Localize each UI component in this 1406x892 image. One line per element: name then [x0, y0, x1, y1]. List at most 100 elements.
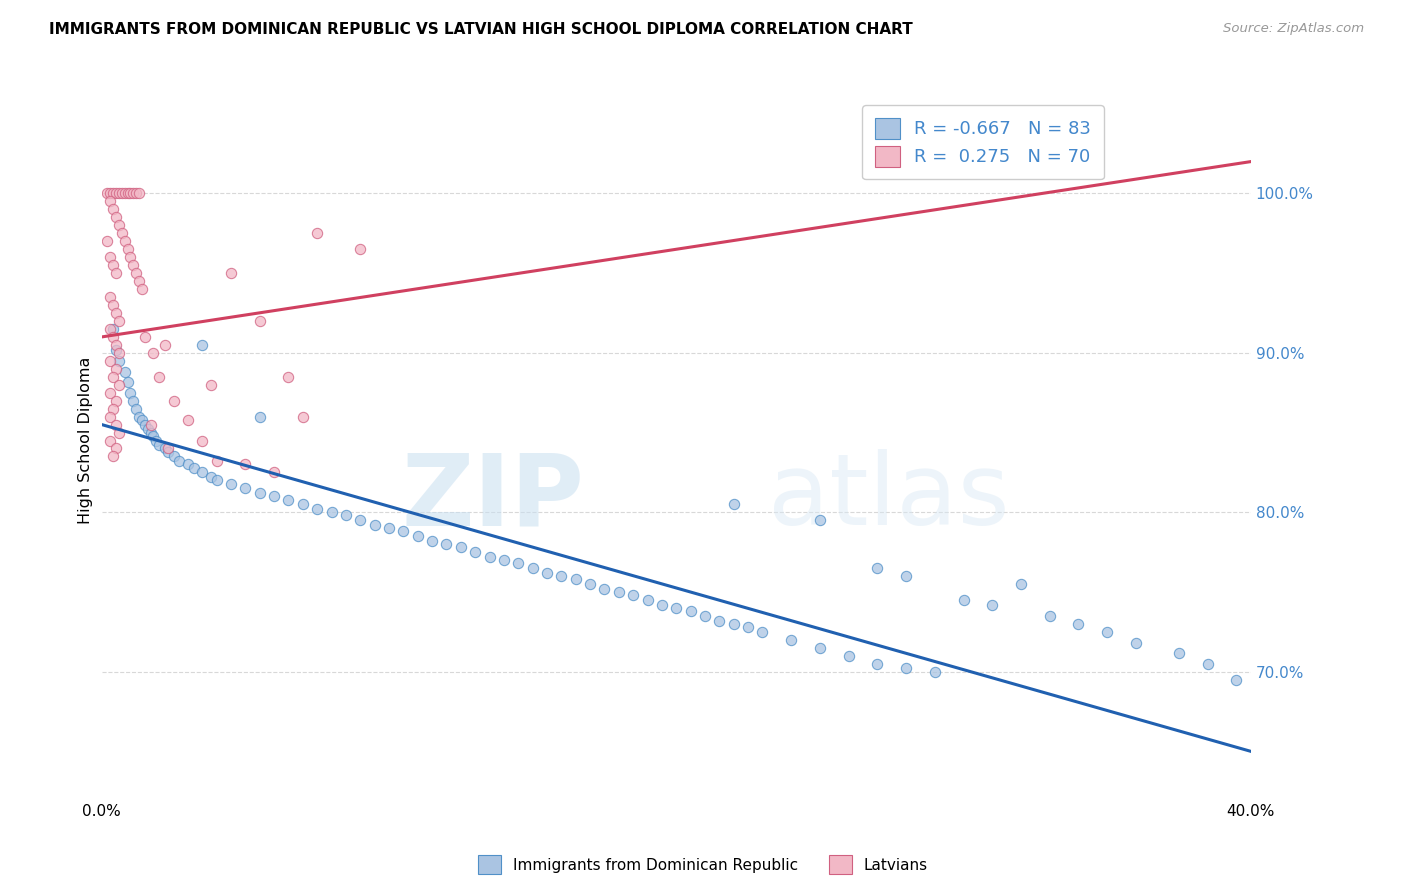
Point — [105, 306, 128, 320]
Point — [177, 458, 200, 472]
Point — [579, 577, 602, 591]
Point — [464, 545, 486, 559]
Point — [105, 338, 128, 352]
Point — [156, 444, 179, 458]
Point — [307, 227, 329, 241]
Point — [117, 242, 139, 256]
Point — [177, 413, 200, 427]
Point — [103, 450, 125, 464]
Point — [128, 274, 150, 288]
Point — [103, 401, 125, 416]
Point — [105, 417, 128, 432]
Point — [679, 604, 702, 618]
Point — [128, 186, 150, 201]
Point — [924, 665, 946, 679]
Point — [103, 202, 125, 217]
Point — [420, 533, 443, 548]
Point — [219, 476, 242, 491]
Point — [114, 365, 136, 379]
Point — [108, 346, 131, 360]
Point — [120, 250, 142, 264]
Point — [103, 258, 125, 272]
Point — [508, 556, 530, 570]
Point — [277, 369, 299, 384]
Point — [191, 338, 214, 352]
Point — [866, 657, 889, 671]
Point — [1039, 608, 1062, 623]
Point — [103, 298, 125, 312]
Point — [349, 513, 371, 527]
Point — [349, 242, 371, 256]
Point — [111, 227, 134, 241]
Point — [200, 470, 222, 484]
Point — [277, 492, 299, 507]
Point — [235, 481, 257, 495]
Point — [1168, 646, 1191, 660]
Point — [98, 194, 121, 209]
Point — [148, 369, 170, 384]
Point — [156, 442, 179, 456]
Point — [205, 454, 228, 468]
Point — [378, 521, 401, 535]
Point — [1010, 577, 1032, 591]
Point — [249, 486, 271, 500]
Text: Source: ZipAtlas.com: Source: ZipAtlas.com — [1223, 22, 1364, 36]
Text: atlas: atlas — [768, 450, 1010, 547]
Point — [136, 422, 159, 436]
Point — [128, 409, 150, 424]
Point — [162, 450, 184, 464]
Point — [117, 375, 139, 389]
Point — [808, 513, 831, 527]
Point — [153, 338, 176, 352]
Point — [723, 497, 745, 511]
Point — [108, 219, 131, 233]
Point — [307, 502, 329, 516]
Legend: Immigrants from Dominican Republic, Latvians: Immigrants from Dominican Republic, Latv… — [472, 849, 934, 880]
Point — [134, 417, 156, 432]
Point — [103, 330, 125, 344]
Y-axis label: High School Diploma: High School Diploma — [79, 357, 93, 524]
Point — [191, 466, 214, 480]
Point — [96, 186, 118, 201]
Point — [981, 598, 1004, 612]
Point — [263, 466, 285, 480]
Point — [103, 369, 125, 384]
Point — [108, 354, 131, 368]
Point — [122, 258, 145, 272]
Point — [105, 266, 128, 280]
Point — [98, 322, 121, 336]
Point — [103, 322, 125, 336]
Point — [335, 508, 357, 523]
Point — [1197, 657, 1219, 671]
Point — [98, 354, 121, 368]
Point — [723, 616, 745, 631]
Point — [780, 632, 803, 647]
Point — [105, 442, 128, 456]
Point — [593, 582, 616, 596]
Point — [105, 186, 128, 201]
Point — [98, 290, 121, 304]
Point — [169, 454, 191, 468]
Point — [142, 346, 165, 360]
Point — [709, 614, 731, 628]
Point — [103, 186, 125, 201]
Point — [436, 537, 458, 551]
Point — [607, 585, 630, 599]
Point — [838, 648, 860, 663]
Point — [145, 434, 167, 448]
Point — [105, 343, 128, 357]
Point — [536, 566, 558, 580]
Point — [122, 186, 145, 201]
Point — [952, 593, 974, 607]
Point — [492, 553, 515, 567]
Point — [125, 266, 148, 280]
Point — [406, 529, 429, 543]
Point — [894, 569, 917, 583]
Point — [139, 425, 162, 440]
Point — [1095, 624, 1118, 639]
Point — [249, 409, 271, 424]
Point — [108, 186, 131, 201]
Point — [200, 377, 222, 392]
Point — [134, 330, 156, 344]
Point — [693, 608, 716, 623]
